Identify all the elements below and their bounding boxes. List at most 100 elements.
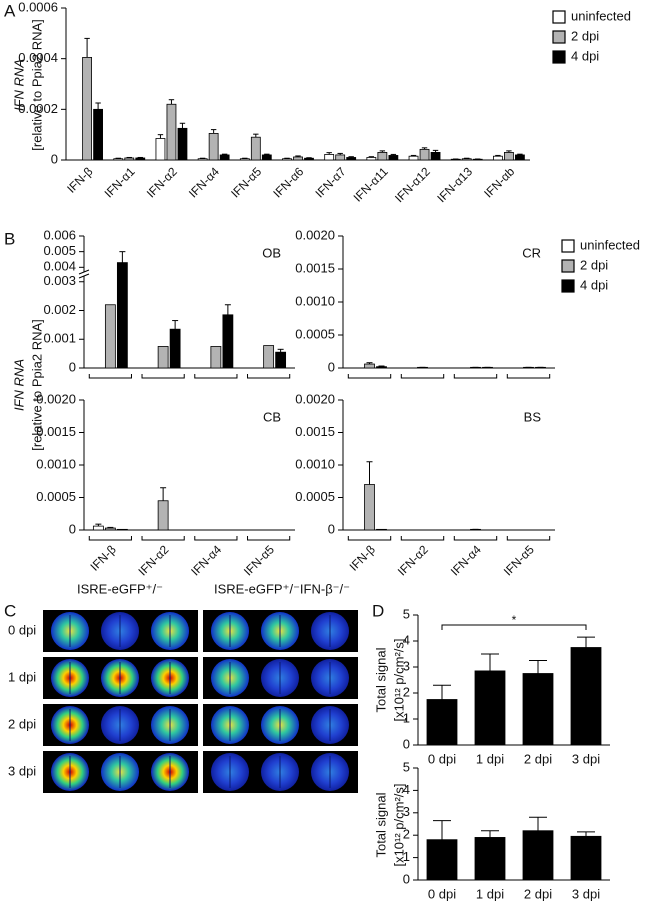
error-bar [277,348,284,353]
legend-label: 2 dpi [571,28,599,43]
x-tick-label: 3 dpi [572,751,600,766]
bar [210,346,222,369]
bar [376,528,387,531]
x-tick-label: 2 dpi [524,886,552,901]
bar [570,835,602,881]
bar [239,158,250,161]
group-bracket [194,536,238,541]
y-axis-label: [relative to Ppia2 RNA] [29,319,44,451]
error-bar [253,133,259,138]
bar [293,156,303,161]
bar [376,366,387,369]
x-tick-label: IFN-α5 [228,164,264,200]
group-bracket [88,536,132,541]
column-header: ISRE-eGFP⁺/⁻IFN-β⁻/⁻ [214,581,350,596]
bar [426,699,458,746]
x-tick-label: IFN-α2 [144,164,180,200]
group-bracket [194,374,238,379]
plot-title: CR [522,245,541,260]
x-tick-label: 3 dpi [572,886,600,901]
x-tick-label: IFN-α4 [448,542,484,578]
bar [116,528,128,531]
bar [208,132,219,161]
bar [157,346,169,369]
y-tick-label: 0.0010 [295,456,335,471]
y-tick-label: 3 [403,658,410,673]
y-tick-label: 5 [403,606,410,621]
x-tick-label: IFN-β [87,542,118,573]
bar [177,127,188,161]
bar [93,108,103,161]
panel-label: C [4,601,16,620]
bar [364,363,375,369]
error-bar [481,653,499,671]
x-tick-label: IFN-α12 [392,164,433,205]
plot-title: BS [524,409,542,424]
y-tick-label: 0.003 [43,273,76,288]
error-bar [326,152,332,155]
error-bar [160,487,167,501]
y-axis-label: Total signal [373,792,388,857]
bar [219,154,230,161]
y-tick-label: 0.002 [43,302,76,317]
x-tick-label: IFN-α6 [270,164,306,200]
legend-swatch [552,30,566,44]
bar [124,157,135,161]
legend-label: 4 dpi [580,277,608,292]
error-bar [199,157,206,159]
y-tick-label: 0.0006 [18,0,58,14]
y-axis-label: [relative to Ppia2 RNA] [29,19,44,151]
error-bar [464,157,470,159]
bar [515,154,525,161]
error-bar [421,147,428,150]
x-tick-label: IFN-α13 [434,164,475,205]
y-tick-label: 0 [328,521,335,536]
legend-label: 4 dpi [571,48,599,63]
bar [522,830,554,881]
y-axis-label: Total signal [373,647,388,712]
error-bar [366,362,373,365]
y-tick-label: 0.0002 [18,101,58,116]
error-bar [517,153,523,155]
error-bar [224,304,231,315]
bar [408,155,419,161]
group-bracket [247,374,291,379]
error-bar [481,830,499,838]
panel-label: A [4,1,16,20]
y-tick-label: 0.0020 [295,227,335,242]
legend-label: uninfected [571,8,631,23]
error-bar [306,157,312,159]
error-bar [529,660,547,674]
bar [275,351,287,369]
error-bar [577,831,595,837]
bar [522,673,554,746]
error-bar [115,157,121,159]
error-bar [348,156,354,158]
group-bracket [347,374,392,379]
bar [570,647,602,746]
error-bar [95,523,102,527]
significance-label: * [512,613,517,627]
bar [263,345,275,369]
y-tick-label: 5 [403,759,410,774]
x-tick-label: 1 dpi [476,886,504,901]
error-bar [107,526,114,529]
y-tick-label: 0.0015 [36,424,76,439]
axis-break [78,269,90,275]
y-tick-label: 1 [403,849,410,864]
bar [426,839,458,881]
y-tick-label: 0.0015 [295,424,335,439]
y-tick-label: 0.0010 [295,293,335,308]
x-tick-label: IFN-α2 [135,542,171,578]
group-bracket [506,536,551,541]
error-bar [378,365,385,367]
error-bar [433,684,451,700]
panel-label: B [4,229,15,248]
legend-swatch [561,279,575,293]
x-tick-label: IFN-α2 [395,542,431,578]
column-header: ISRE-eGFP⁺/⁻ [77,581,163,596]
bar [92,525,104,531]
axis-break [78,273,90,279]
bar [493,155,503,161]
